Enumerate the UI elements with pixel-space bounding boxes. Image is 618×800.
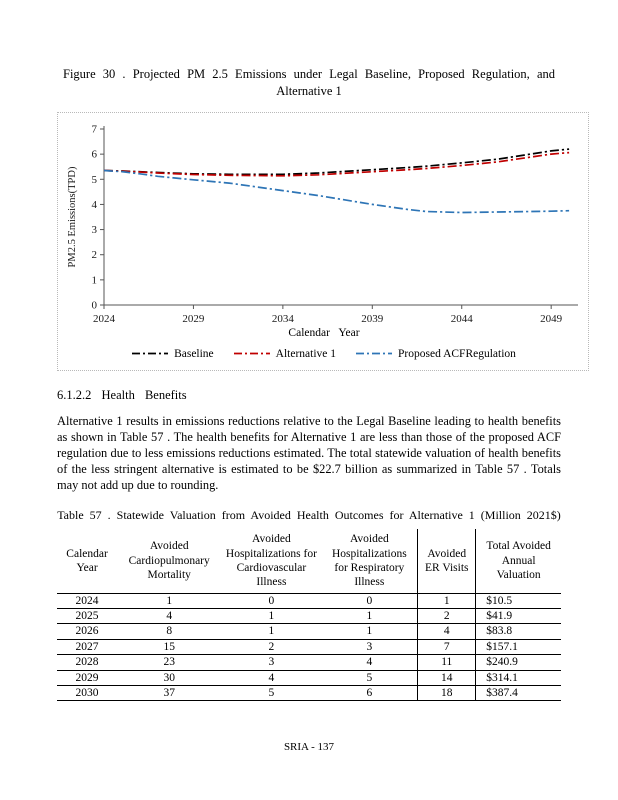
table-cell: 1 <box>321 608 418 624</box>
cell-total-valuation: $157.1 <box>475 638 561 655</box>
table-cell: 23 <box>117 654 222 671</box>
svg-text:2034: 2034 <box>272 313 295 325</box>
table-header-row: Calendar Year Avoided Cardiopulmonary Mo… <box>57 529 561 594</box>
svg-text:2044: 2044 <box>451 313 474 325</box>
cell-total-valuation: $41.9 <box>475 608 561 624</box>
svg-text:2024: 2024 <box>93 313 116 325</box>
cell-total-valuation: $83.8 <box>475 623 561 640</box>
cell-total-valuation: $240.9 <box>475 654 561 671</box>
column-header-calendar-year: Calendar Year <box>66 547 108 574</box>
svg-text:5: 5 <box>92 174 98 186</box>
table-cell: 7 <box>417 638 476 655</box>
svg-text:2: 2 <box>92 249 98 261</box>
legend-label-alternative-1: Alternative 1 <box>275 347 337 360</box>
svg-text:3: 3 <box>92 224 98 236</box>
table-cell: 18 <box>417 684 476 702</box>
table-cell: 5 <box>321 669 418 686</box>
table-cell: 8 <box>117 623 222 640</box>
table-cell: 15 <box>117 638 222 655</box>
table-cell: 6 <box>321 684 418 702</box>
table-cell: 30 <box>117 669 222 686</box>
cell-calendar-year: 2030 <box>57 684 118 702</box>
svg-text:0: 0 <box>92 299 98 311</box>
svg-text:7: 7 <box>92 123 98 135</box>
cell-calendar-year: 2026 <box>57 623 118 640</box>
cell-total-valuation: $314.1 <box>475 669 561 686</box>
table-cell: 1 <box>417 592 476 609</box>
svg-text:6: 6 <box>92 148 98 160</box>
svg-text:2039: 2039 <box>361 313 384 325</box>
x-axis-title: Calendar Year <box>288 326 360 339</box>
legend-label-proposed-acf: Proposed ACFRegulation <box>398 347 516 360</box>
table-cell: 4 <box>221 669 322 686</box>
legend-item-proposed-acf: Proposed ACFRegulation <box>356 348 516 360</box>
table-cell: 0 <box>221 592 322 609</box>
baseline-line-swatch <box>132 349 169 358</box>
table-cell: 4 <box>117 608 222 624</box>
table-cell: 3 <box>221 654 322 671</box>
table-cell: 37 <box>117 684 222 702</box>
document-page: Figure 30 . Projected PM 2.5 Emissions u… <box>57 67 589 753</box>
emissions-line-chart: 0 1 2 3 4 5 6 7 2024 2029 2034 2039 2044 2049 PM2.5 Em… <box>67 123 578 325</box>
cell-calendar-year: 2029 <box>57 669 118 686</box>
chart-legend: Baseline Alternative 1 Proposed ACFRegul… <box>66 348 582 360</box>
table-row: 2027 15 2 3 7 $157.1 <box>57 638 561 655</box>
table-row: 2025 4 1 1 2 $41.9 <box>57 608 561 624</box>
page-number: SRIA - 137 <box>283 741 335 753</box>
table-caption: Table 57 . Statewide Valuation from Avoi… <box>57 508 561 523</box>
table-cell: 2 <box>417 608 476 624</box>
table-cell: 14 <box>417 669 476 686</box>
svg-text:2029: 2029 <box>182 313 205 325</box>
figure-box: 0 1 2 3 4 5 6 7 2024 2029 2034 2039 2044 2049 PM2.5 Em… <box>57 111 589 371</box>
legend-item-baseline: Baseline <box>132 348 214 360</box>
cell-calendar-year: 2027 <box>57 638 118 655</box>
svg-text:PM2.5 Emissions(TPD): PM2.5 Emissions(TPD) <box>67 166 78 267</box>
table-cell: 4 <box>321 654 418 671</box>
table-cell: 1 <box>321 623 418 640</box>
column-header-respiratory-hospitalizations: Avoided Hospitalizations for Respiratory… <box>331 533 407 589</box>
table-cell: 1 <box>221 608 322 624</box>
column-header-er-visits: Avoided ER Visits <box>417 529 476 594</box>
table-cell: 1 <box>117 592 222 609</box>
body-paragraph: Alternative 1 results in emissions reduc… <box>57 413 561 493</box>
alternative-1-line-swatch <box>233 349 270 358</box>
column-header-cardiovascular-hospitalizations: Avoided Hospitalizations for Cardiovascu… <box>225 533 317 589</box>
table-cell: 2 <box>221 638 322 655</box>
cell-calendar-year: 2028 <box>57 654 118 671</box>
legend-label-baseline: Baseline <box>174 347 214 360</box>
svg-text:2049: 2049 <box>540 313 563 325</box>
table-cell: 11 <box>417 654 476 671</box>
legend-item-alternative-1: Alternative 1 <box>233 347 337 360</box>
table-row: 2024 1 0 0 1 $10.5 <box>57 592 561 609</box>
figure-caption: Figure 30 . Projected PM 2.5 Emissions u… <box>63 67 555 98</box>
column-header-total-valuation: Total Avoided Annual Valuation <box>475 529 561 594</box>
cell-calendar-year: 2025 <box>57 608 118 624</box>
table-row: 2029 30 4 5 14 $314.1 <box>57 669 561 686</box>
proposed-acf-line-swatch <box>356 349 393 358</box>
table-cell: 5 <box>221 684 322 702</box>
table-cell: 1 <box>221 623 322 640</box>
valuation-table: Calendar Year Avoided Cardiopulmonary Mo… <box>57 529 561 702</box>
cell-total-valuation: $10.5 <box>475 592 561 609</box>
cell-total-valuation: $387.4 <box>475 684 561 702</box>
table-row: 2030 37 5 6 18 $387.4 <box>57 684 561 702</box>
table-cell: 4 <box>417 623 476 640</box>
table-row: 2026 8 1 1 4 $83.8 <box>57 623 561 640</box>
column-header-cardiopulmonary-mortality: Avoided Cardiopulmonary Mortality <box>128 540 210 582</box>
table-row: 2028 23 3 4 11 $240.9 <box>57 654 561 671</box>
table-cell: 0 <box>321 592 418 609</box>
section-heading: 6.1.2.2 Health Benefits <box>57 387 187 402</box>
svg-text:1: 1 <box>92 274 98 286</box>
cell-calendar-year: 2024 <box>57 592 118 609</box>
table-cell: 3 <box>321 638 418 655</box>
svg-text:4: 4 <box>92 199 98 211</box>
